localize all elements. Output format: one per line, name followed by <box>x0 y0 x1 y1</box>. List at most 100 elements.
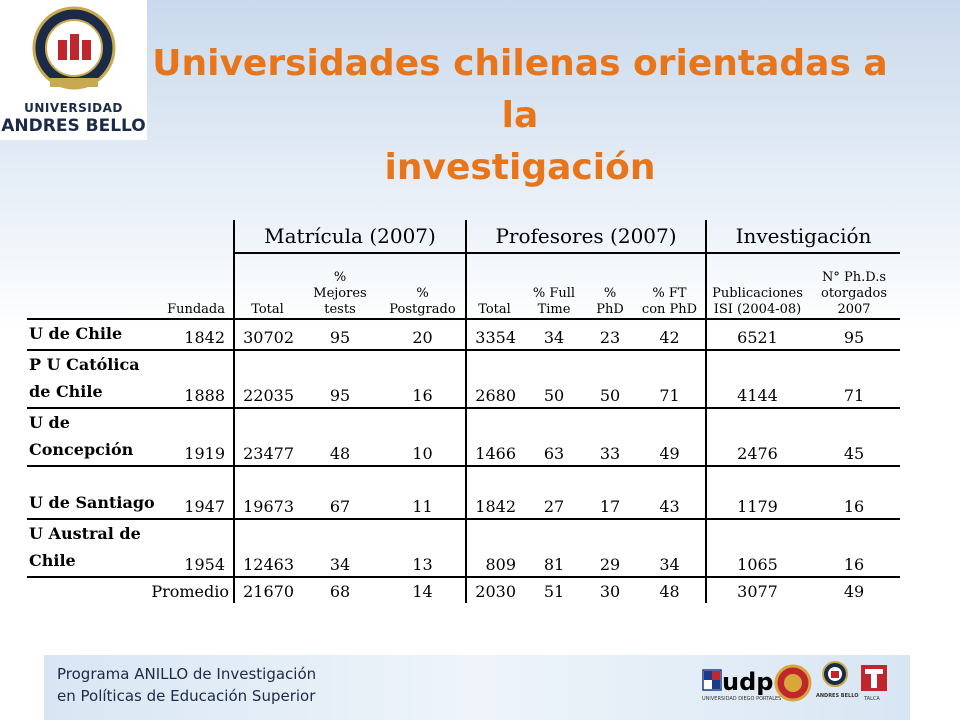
cell-phd: 50 <box>586 350 634 409</box>
avg-prof-total: 2030 <box>465 577 522 603</box>
cell-full-time: 81 <box>522 519 586 578</box>
table-row: U Austral de Chile 1954 12463 34 13 809 8… <box>27 519 900 578</box>
logo-line-1: UNIVERSIDAD <box>24 101 123 115</box>
universities-table: Matrícula (2007) Profesores (2007) Inves… <box>27 220 900 603</box>
cell-prof-total: 2680 <box>465 350 522 409</box>
cell-ft-phd: 34 <box>634 519 706 578</box>
cell-publicaciones: 2476 <box>705 408 808 467</box>
red-seal-icon <box>774 664 812 702</box>
average-label: Promedio <box>151 582 229 601</box>
cell-full-time: 34 <box>522 319 586 351</box>
cell-prof-total: 1842 <box>465 466 522 520</box>
cell-fundada: 1842 <box>157 319 234 351</box>
avg-phds: 49 <box>843 582 865 601</box>
group-investigacion: Investigación <box>705 220 900 254</box>
cell-fundada: 1919 <box>157 408 234 467</box>
cell-phds: 95 <box>808 319 900 351</box>
university-logo: UNIVERSIDAD ANDRES BELLO <box>0 0 147 140</box>
header-mejores: % Mejores tests <box>300 253 380 320</box>
cell-phds: 16 <box>808 466 900 520</box>
header-fundada: Fundada <box>157 253 234 320</box>
cell-full-time: 63 <box>522 408 586 467</box>
cell-publicaciones: 4144 <box>705 350 808 409</box>
cell-prof-total: 809 <box>465 519 522 578</box>
cell-postgrado: 16 <box>380 350 466 409</box>
talca-logo-icon <box>861 665 887 691</box>
cell-mejores: 48 <box>300 408 380 467</box>
table-row: U de Concepción 1919 23477 48 10 1466 63 … <box>27 408 900 467</box>
avg-mejores: 68 <box>329 582 351 601</box>
cell-phds: 45 <box>808 408 900 467</box>
cell-fundada: 1947 <box>157 466 234 520</box>
cell-publicaciones: 1179 <box>705 466 808 520</box>
cell-ft-phd: 42 <box>634 319 706 351</box>
header-empty <box>27 253 157 320</box>
row-name: U de Santiago <box>27 466 157 520</box>
avg-mat-total: 21670 <box>233 577 300 603</box>
unab-seal-icon <box>822 661 848 687</box>
header-phd: % PhD <box>586 253 634 320</box>
table-row: P U Católica de Chile 1888 22035 95 16 26… <box>27 350 900 409</box>
cell-postgrado: 11 <box>380 466 466 520</box>
header-full-time: % Full Time <box>522 253 586 320</box>
avg-full-time: 51 <box>543 582 565 601</box>
title-line-1: Universidades chilenas orientadas a la <box>152 43 888 136</box>
cell-mat-total: 22035 <box>233 350 300 409</box>
average-row: Promedio 21670 68 14 2030 51 30 48 3077 … <box>27 577 900 603</box>
cell-mat-total: 19673 <box>233 466 300 520</box>
avg-phd: 30 <box>599 582 621 601</box>
header-postgrado: % Postgrado <box>380 253 466 320</box>
title-line-2: investigación <box>384 147 656 188</box>
udp-caption: UNIVERSIDAD DIEGO PORTALES <box>702 696 782 702</box>
logo-line-2: ANDRES BELLO <box>1 116 146 136</box>
cell-phds: 71 <box>808 350 900 409</box>
cell-prof-total: 3354 <box>465 319 522 351</box>
header-phds: N° Ph.D.s otorgados 2007 <box>808 253 900 320</box>
cell-prof-total: 1466 <box>465 408 522 467</box>
cell-mejores: 34 <box>300 519 380 578</box>
cell-mejores: 95 <box>300 350 380 409</box>
cell-fundada: 1888 <box>157 350 234 409</box>
cell-phd: 29 <box>586 519 634 578</box>
group-matricula: Matrícula (2007) <box>233 220 466 254</box>
cell-mat-total: 12463 <box>233 519 300 578</box>
cell-mejores: 67 <box>300 466 380 520</box>
page-title: Universidades chilenas orientadas a la i… <box>130 38 910 194</box>
cell-publicaciones: 1065 <box>705 519 808 578</box>
avg-publicaciones: 3077 <box>705 577 808 603</box>
cell-full-time: 27 <box>522 466 586 520</box>
cell-phds: 16 <box>808 519 900 578</box>
cell-fundada: 1954 <box>157 519 234 578</box>
cell-phd: 33 <box>586 408 634 467</box>
cell-mejores: 95 <box>300 319 380 351</box>
footer-text: Programa ANILLO de Investigación en Polí… <box>57 663 316 707</box>
group-profesores: Profesores (2007) <box>465 220 706 254</box>
header-ft-phd: % FT con PhD <box>634 253 706 320</box>
row-name: U Austral de Chile <box>27 519 157 578</box>
udp-shield-icon <box>702 669 722 691</box>
avg-postgrado: 14 <box>412 582 433 601</box>
cell-ft-phd: 49 <box>634 408 706 467</box>
table-row: U de Chile 1842 30702 95 20 3354 34 23 4… <box>27 319 900 351</box>
cell-postgrado: 13 <box>380 519 466 578</box>
cell-publicaciones: 6521 <box>705 319 808 351</box>
footer-line-1: Programa ANILLO de Investigación <box>57 665 317 683</box>
cell-postgrado: 20 <box>380 319 466 351</box>
university-seal-icon <box>32 6 116 90</box>
avg-ft-phd: 48 <box>659 582 680 601</box>
cell-phd: 17 <box>586 466 634 520</box>
footer-banner: Programa ANILLO de Investigación en Polí… <box>44 655 910 720</box>
row-name: U de Chile <box>27 319 157 351</box>
cell-mat-total: 23477 <box>233 408 300 467</box>
header-publicaciones: Publicaciones ISI (2004-08) <box>705 253 808 320</box>
cell-postgrado: 10 <box>380 408 466 467</box>
cell-phd: 23 <box>586 319 634 351</box>
cell-ft-phd: 71 <box>634 350 706 409</box>
cell-ft-phd: 43 <box>634 466 706 520</box>
udp-logo-text: udp <box>722 668 774 696</box>
cell-full-time: 50 <box>522 350 586 409</box>
header-prof-total: Total <box>465 253 522 320</box>
cell-mat-total: 30702 <box>233 319 300 351</box>
table-row: U de Santiago 1947 19673 67 11 1842 27 1… <box>27 466 900 520</box>
row-name: U de Concepción <box>27 408 157 467</box>
